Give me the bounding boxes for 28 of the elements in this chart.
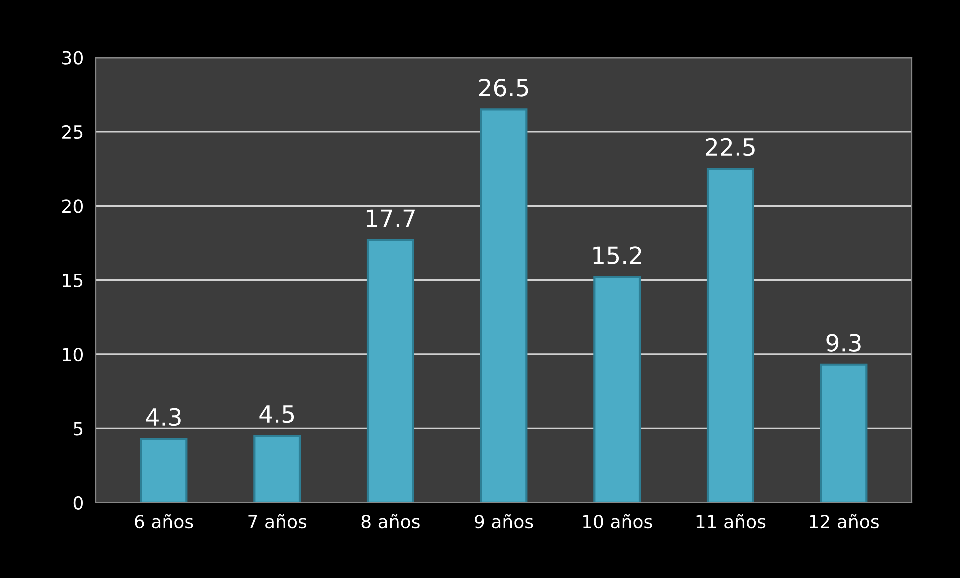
data-label: 4.5 [260,406,294,424]
x-tick-label: 8 años [362,514,420,529]
y-tick-label: 5 [74,422,83,436]
x-tick-label: 6 años [135,514,194,529]
x-tick-label: 7 años [248,514,307,529]
y-tick-label: 15 [63,274,83,288]
bar [594,276,642,503]
bar [706,168,754,503]
x-tick-label: 10 años [583,514,652,529]
y-tick-label: 20 [62,200,83,214]
x-tick-label: 9 años [475,514,534,529]
data-label: 9.3 [826,334,861,352]
y-tick-label: 10 [63,348,83,362]
bar [366,239,414,503]
y-tick-label: 0 [74,496,83,510]
x-tick-label: 12 años [810,514,879,529]
bar [254,435,302,503]
x-tick-label: 11 años [696,514,766,529]
data-label: 17.7 [366,210,415,228]
bar [480,108,528,503]
data-label: 4.3 [146,408,181,426]
data-label: 26.5 [479,78,528,97]
bar [140,438,188,503]
data-label: 15.2 [594,246,642,264]
bar [820,364,868,503]
data-label: 22.5 [706,138,755,156]
y-tick-label: 25 [62,125,83,140]
y-tick-label: 30 [62,51,83,65]
